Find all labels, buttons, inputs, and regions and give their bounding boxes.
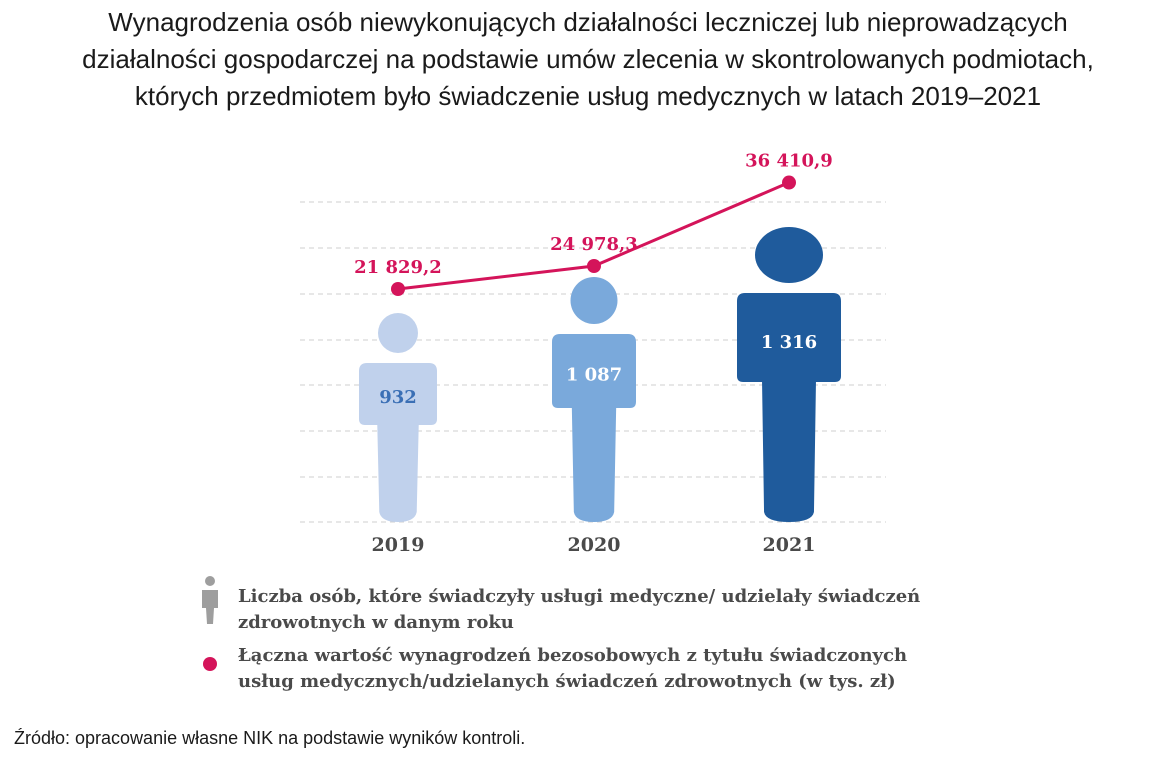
person-body [359,363,437,522]
value-point [587,259,601,274]
value-point [782,175,796,190]
person-body [737,293,841,522]
person-figure: 932 [359,313,437,522]
value-point [391,282,405,296]
x-tick-label: 2020 [568,534,621,556]
legend-people-line-1: Liczba osób, które świadczyły usługi med… [238,586,921,607]
chart-title: Wynagrodzenia osób niewykonujących dział… [0,4,1176,115]
legend-people-line-2: zdrowotnych w danym roku [238,612,514,633]
person-body [552,334,636,522]
person-head [755,227,823,283]
x-axis-labels: 2019 2020 2021 [372,534,816,556]
value-label: 21 829,2 [354,257,442,278]
legend-line-line-2: usług medycznych/udzielanych świadczeń z… [238,671,896,692]
line-legend-marker-icon [203,657,217,671]
person-legend-icon [202,576,218,624]
legend-line-line-1: Łączna wartość wynagrodzeń bezosobowych … [238,645,908,666]
value-line-series: 21 829,2 24 978,3 36 410,9 [354,151,833,296]
legend-line-label: Łączna wartość wynagrodzeń bezosobowych … [238,643,1038,695]
title-line-2: działalności gospodarczej na podstawie u… [82,44,1094,74]
x-tick-label: 2021 [763,534,816,556]
title-line-1: Wynagrodzenia osób niewykonujących dział… [108,7,1068,37]
people-figures: 932 1 087 1 316 [359,227,841,522]
source-note: Źródło: opracowanie własne NIK na podsta… [14,728,526,748]
value-label: 36 410,9 [745,151,833,172]
legend-people-label: Liczba osób, które świadczyły usługi med… [238,584,1038,636]
legend-icons [202,576,218,671]
person-count-label: 1 087 [566,365,622,386]
person-count-label: 932 [379,387,417,408]
person-count-label: 1 316 [761,332,817,353]
person-figure: 1 087 [552,277,636,522]
value-label: 24 978,3 [550,234,638,255]
person-head [378,313,418,353]
person-figure: 1 316 [737,227,841,522]
title-line-3: których przedmiotem było świadczenie usł… [134,81,1042,111]
x-tick-label: 2019 [372,534,425,556]
person-head [570,277,618,324]
